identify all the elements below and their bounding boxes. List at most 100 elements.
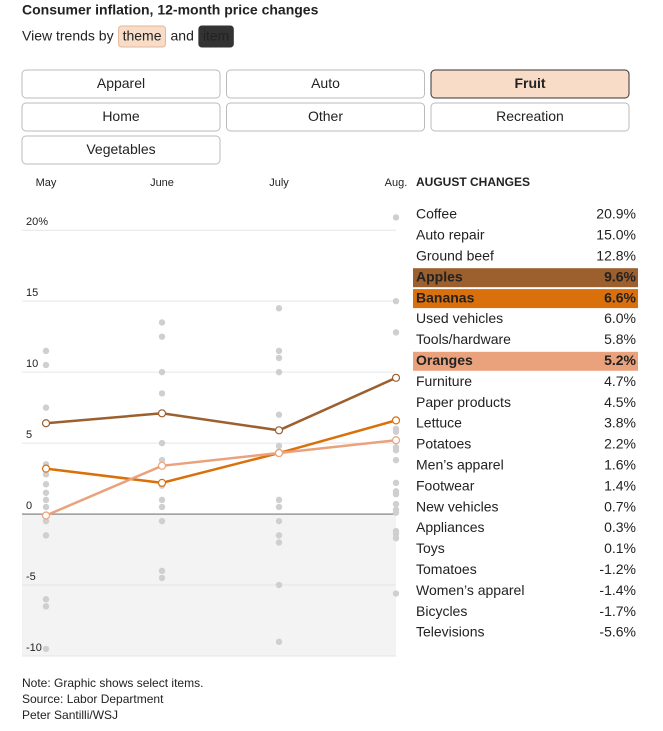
list-item: Used vehicles [416, 310, 503, 326]
list-item: Televisions [416, 624, 484, 640]
filter-button[interactable] [21, 102, 221, 132]
filter-button-label: Fruit [514, 75, 545, 91]
filter-button-label: Auto [311, 75, 340, 91]
list-value: 5.2% [604, 352, 636, 368]
other-item-dot [158, 496, 166, 504]
series-point [157, 478, 167, 487]
list-value: 4.5% [604, 394, 636, 410]
list-item: Appliances [416, 519, 485, 535]
other-item-dot [42, 596, 50, 603]
other-item-dot [275, 532, 283, 539]
list-item: Bicycles [416, 603, 467, 619]
series-point [274, 448, 284, 458]
list-value: 3.8% [604, 415, 636, 431]
list-value: 12.8% [596, 248, 636, 264]
filter-button[interactable] [226, 69, 425, 99]
chip-label: item [203, 28, 229, 44]
y-tick-label: 5 [26, 429, 32, 441]
other-item-dot [275, 517, 283, 525]
list-value: 0.1% [604, 540, 636, 556]
other-item-dot [42, 347, 50, 355]
list-item: Bananas [416, 289, 475, 305]
y-tick-label: -5 [26, 571, 36, 583]
series-point [157, 409, 167, 418]
list-item: Coffee [416, 206, 457, 222]
chip-label: theme [123, 28, 162, 44]
other-item-dot [392, 490, 400, 498]
list-item: Potatoes [416, 436, 471, 452]
other-item-dot [275, 442, 283, 450]
other-item-dot [42, 645, 50, 653]
series-point [391, 373, 401, 382]
other-item-dot [392, 446, 400, 454]
list-value: -1.4% [599, 582, 636, 598]
series-point [41, 464, 51, 473]
other-item-dot [158, 319, 166, 326]
list-value: 6.6% [604, 289, 636, 305]
series-point [41, 419, 51, 428]
list-value: 0.7% [604, 498, 636, 514]
other-item-dot [392, 214, 400, 221]
list-value: -1.7% [599, 603, 636, 619]
other-item-dot [42, 361, 50, 369]
other-item-dot [42, 404, 50, 411]
list-value: 0.3% [604, 519, 636, 535]
other-item-dot [392, 509, 400, 516]
subtitle-text: View trends by [22, 28, 114, 44]
series-point [41, 511, 51, 520]
other-item-dot [158, 333, 166, 340]
y-tick-label: 15 [26, 287, 38, 299]
series-line [45, 419, 397, 485]
other-item-dot [158, 456, 166, 464]
other-item-dot [158, 567, 166, 575]
list-item: Tools/hardware [416, 331, 511, 347]
other-item-dot [392, 479, 400, 487]
list-item: Tomatoes [416, 561, 477, 577]
y-tick-label: 20% [26, 216, 48, 228]
other-item-dot [392, 590, 400, 597]
list-value: 2.2% [604, 436, 636, 452]
other-item-dot [158, 390, 166, 397]
filter-button[interactable] [21, 69, 221, 99]
filter-button[interactable] [21, 135, 221, 165]
list-title: AUGUST CHANGES [416, 175, 530, 189]
other-item-dot [158, 574, 166, 582]
list-item: Ground beef [416, 248, 494, 264]
series-point [274, 426, 284, 435]
x-tick-label: Aug. [385, 177, 408, 189]
other-item-dot [392, 500, 400, 508]
filter-button-label: Other [308, 108, 343, 124]
other-item-dot [42, 471, 50, 478]
filter-button[interactable] [430, 102, 630, 132]
filter-button[interactable] [226, 102, 425, 132]
other-item-dot [42, 603, 50, 610]
list-item: Women’s apparel [416, 582, 524, 598]
other-item-dot [275, 411, 283, 418]
list-item: Footwear [416, 477, 475, 493]
subtitle-text: and [171, 28, 194, 44]
other-item-dot [42, 503, 50, 511]
filter-button-label: Home [102, 108, 140, 124]
filter-button[interactable] [430, 69, 630, 99]
list-value: 1.4% [604, 477, 636, 493]
other-item-dot [158, 368, 166, 376]
list-value: 20.9% [596, 206, 636, 222]
other-item-dot [42, 489, 50, 496]
list-value: 1.6% [604, 457, 636, 473]
highlight-row [413, 289, 638, 309]
other-item-dot [42, 517, 50, 525]
other-item-dot [42, 481, 50, 488]
note: Note: Graphic shows select items. [22, 676, 203, 690]
chip[interactable] [198, 25, 234, 48]
other-item-dot [392, 297, 400, 305]
highlight-row [413, 268, 638, 288]
other-item-dot [275, 305, 283, 312]
chip[interactable] [118, 25, 166, 48]
other-item-dot [275, 354, 283, 362]
x-tick-label: June [150, 177, 174, 189]
series-point [157, 461, 167, 470]
list-item: New vehicles [416, 498, 498, 514]
series-point [391, 416, 401, 425]
list-item: Furniture [416, 373, 472, 389]
